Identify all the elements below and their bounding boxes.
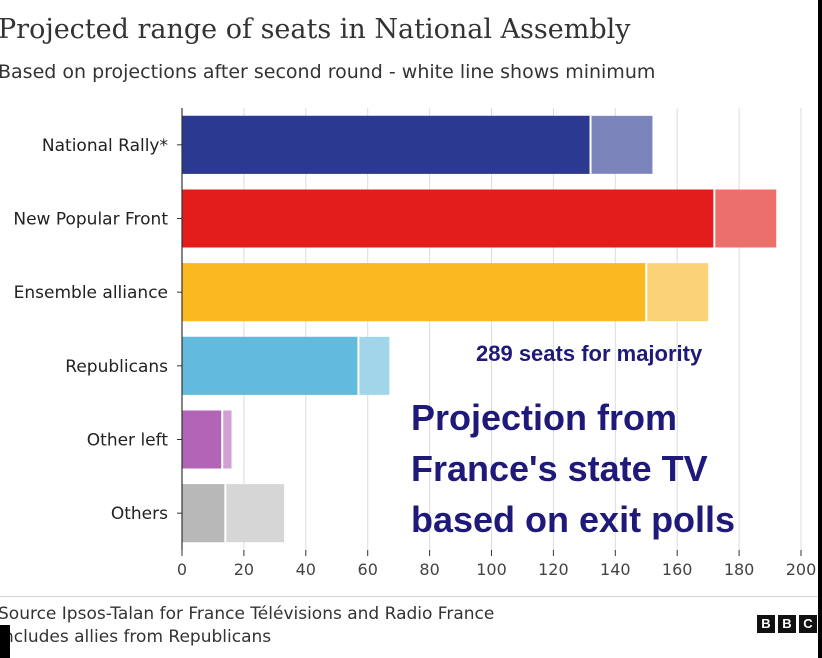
x-tick-label: 0 (177, 560, 187, 579)
footnote-line: Includes allies from Republicans (0, 627, 272, 647)
source-line: Source Ipsos-Talan for France Télévision… (0, 604, 495, 624)
category-label: Other left (87, 431, 169, 451)
x-tick-label: 20 (234, 560, 254, 579)
x-tick-label: 100 (476, 560, 507, 579)
chart-subtitle: Based on projections after second round … (0, 61, 656, 83)
x-tick-label: 140 (600, 560, 631, 579)
bar-min (182, 115, 591, 174)
overlay-line: Projection from (411, 397, 678, 438)
source-note: Source Ipsos-Talan for France Télévision… (0, 603, 494, 649)
x-tick-label: 60 (358, 560, 378, 579)
category-label: New Popular Front (13, 210, 168, 230)
overlay-line: based on exit polls (411, 499, 736, 540)
frame-edge-mark (0, 625, 10, 658)
footer-divider (0, 596, 822, 597)
majority-annotation: 289 seats for majority (476, 341, 703, 366)
overlay-line: France's state TV (411, 448, 708, 489)
bar-min (182, 189, 715, 248)
bar-min (182, 410, 223, 469)
category-label: Republicans (65, 357, 168, 377)
x-tick-label: 160 (662, 560, 693, 579)
chart-title: Projected range of seats in National Ass… (0, 14, 631, 45)
category-label: National Rally* (42, 136, 168, 156)
bbc-logo: B B C (757, 615, 817, 633)
x-tick-label: 80 (419, 560, 439, 579)
category-label: Others (111, 504, 168, 524)
x-tick-label: 180 (724, 560, 755, 579)
logo-letter: B (778, 615, 796, 633)
category-label: Ensemble alliance (14, 283, 168, 303)
frame-edge (818, 0, 822, 658)
bar-min (182, 336, 359, 395)
bar-chart: National Rally* New Popular Front Ensemble… (13, 108, 817, 579)
overlay-caption: Projection from France's state TV based … (411, 392, 735, 545)
bar-min (182, 484, 226, 543)
x-tick-label: 120 (538, 560, 569, 579)
bar-min (182, 263, 647, 322)
logo-letter: B (757, 615, 775, 633)
logo-letter: C (799, 615, 817, 633)
x-tick-label: 200 (786, 560, 817, 579)
x-tick-label: 40 (296, 560, 316, 579)
